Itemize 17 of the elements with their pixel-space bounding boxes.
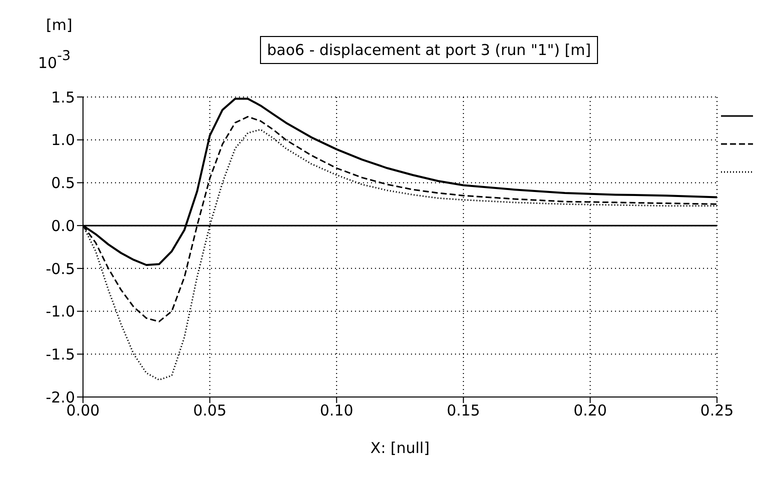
y-tick-label: 0.5: [51, 174, 75, 192]
chart-title: bao6 - displacement at port 3 (run "1") [m]: [260, 36, 598, 64]
x-tick-label: 0.10: [320, 402, 354, 420]
x-tick-label: 0.00: [66, 402, 100, 420]
y-tick-label: -1.5: [46, 345, 75, 364]
x-tick-label: 0.15: [446, 402, 480, 420]
text: 10$^{-3}$: [38, 48, 71, 72]
x-axis-title: X: [null]: [370, 439, 430, 457]
y-tick-label: -0.5: [46, 260, 75, 278]
y-tick-label: 0.0: [51, 216, 75, 235]
y-tick-label: 1.5: [51, 88, 75, 106]
y-tick-label: 1.0: [51, 131, 75, 150]
x-tick-label: 0.25: [700, 402, 734, 420]
text: [m]: [46, 16, 72, 34]
y-tick-label: -1.0: [46, 302, 75, 321]
x-tick-label: 0.20: [573, 402, 607, 420]
x-tick-label: 0.05: [193, 402, 227, 420]
